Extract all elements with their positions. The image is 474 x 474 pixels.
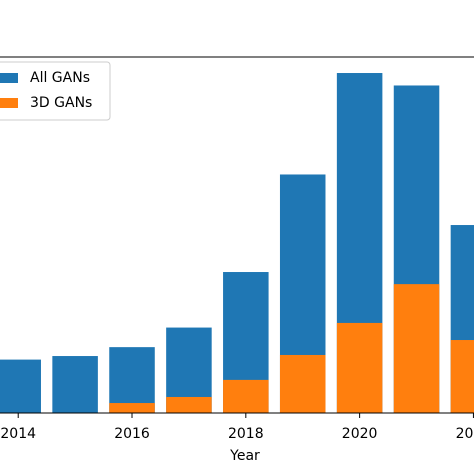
x-tick-label: 2020 [342,426,378,442]
bar [336,322,383,413]
x-axis-label: Year [229,448,260,464]
legend: All GANs 3D GANs [0,61,111,121]
legend-swatch [0,73,18,83]
bar [109,403,155,413]
bar [279,354,326,413]
bar [450,340,474,413]
legend-swatch [0,98,18,108]
bar [166,396,212,413]
x-tick-label: 2018 [228,426,264,442]
bar [0,359,41,413]
legend-label: All GANs [30,70,90,86]
x-tick-label: 2016 [114,426,150,442]
bar [52,356,98,413]
legend-label: 3D GANs [30,95,92,111]
bar [223,379,269,413]
legend-box [0,61,111,121]
x-tick-label: 2022 [456,426,474,442]
x-tick-label: 2014 [0,426,36,442]
bar [109,347,155,413]
bar [393,284,440,413]
